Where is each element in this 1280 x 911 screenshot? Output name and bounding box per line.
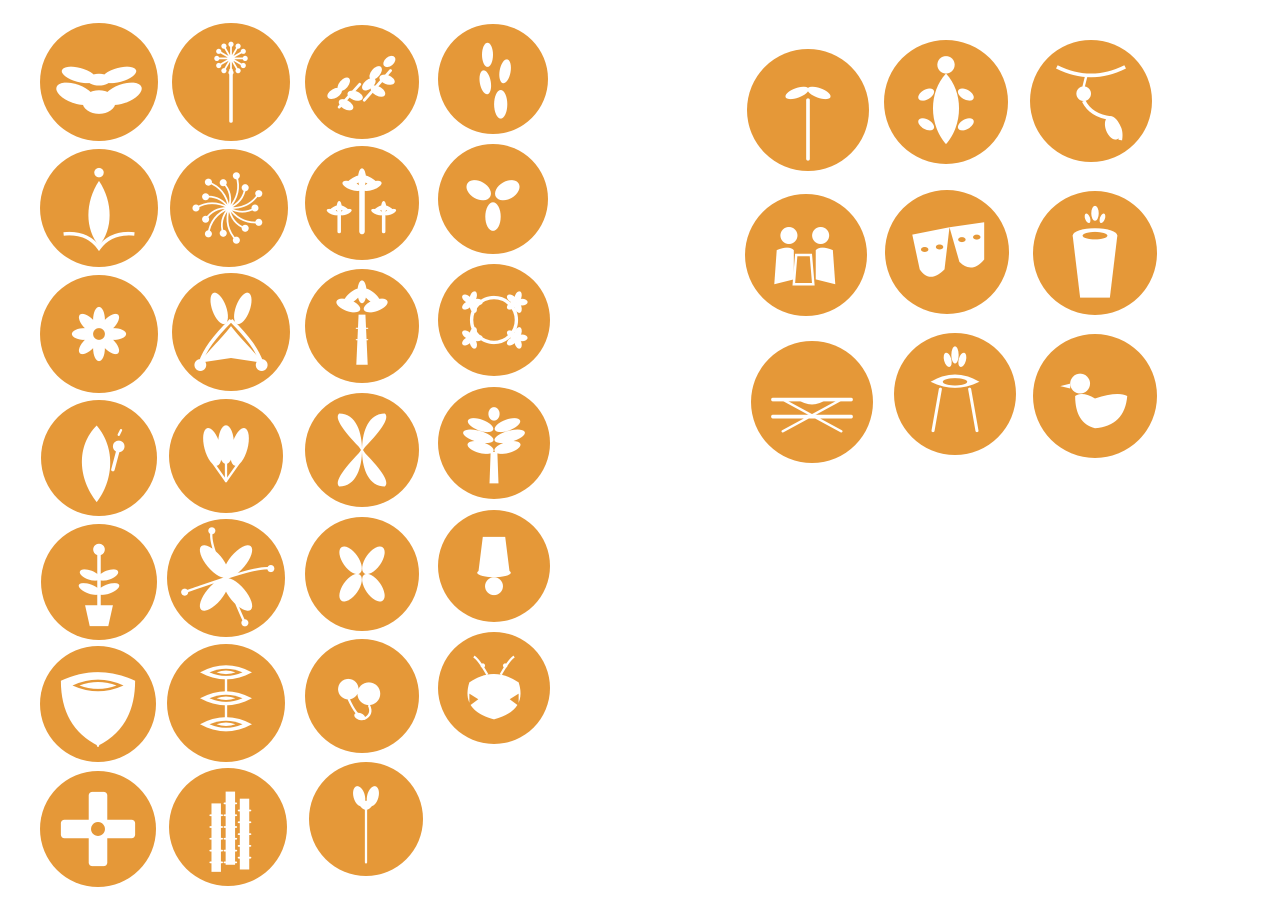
- stacked-eyes-icon: [167, 644, 285, 762]
- palm-trees-badge: [305, 146, 419, 260]
- flower-wreath-icon: [438, 264, 550, 376]
- leafy-plant-icon: [40, 23, 158, 141]
- three-petal-sprout-badge: [438, 144, 548, 254]
- seed-pods-badge: [438, 24, 548, 134]
- tulip-eye-icon: [40, 646, 156, 762]
- fern-tree-badge: [438, 387, 550, 499]
- drink-cup-icon: [1033, 191, 1157, 315]
- bell-badge: [438, 510, 550, 622]
- theatre-masks-icon: [885, 190, 1009, 314]
- bell-icon: [438, 510, 550, 622]
- picnic-table-badge: [751, 341, 873, 463]
- people-reading-badge: [745, 194, 867, 316]
- bloom-icon: [172, 273, 290, 391]
- exotic-flower-icon: [167, 519, 285, 637]
- flower-stem-badge: [309, 762, 423, 876]
- dandelion-burst-badge: [170, 149, 288, 267]
- beetle-badge: [438, 632, 550, 744]
- palm-tree-badge: [305, 269, 419, 383]
- seedling-icon: [747, 49, 869, 171]
- bamboo-badge: [169, 768, 287, 886]
- butterfly-flower-icon: [305, 393, 419, 507]
- duck-icon: [1033, 334, 1157, 458]
- potted-plant-icon: [41, 524, 157, 640]
- star-flower-icon: [40, 275, 158, 393]
- tulip-eye-badge: [40, 646, 156, 762]
- bloom-badge: [172, 273, 290, 391]
- berries-badge: [305, 639, 419, 753]
- branches-badge: [305, 25, 419, 139]
- cross-flower-icon: [40, 771, 156, 887]
- flower-wreath-badge: [438, 264, 550, 376]
- seedling-badge: [747, 49, 869, 171]
- seed-pods-icon: [438, 24, 548, 134]
- duck-badge: [1033, 334, 1157, 458]
- star-flower-badge: [40, 275, 158, 393]
- bamboo-icon: [169, 768, 287, 886]
- stacked-eyes-badge: [167, 644, 285, 762]
- cactus-badge: [41, 400, 157, 516]
- three-petal-sprout-icon: [438, 144, 548, 254]
- cactus-icon: [41, 400, 157, 516]
- people-reading-icon: [745, 194, 867, 316]
- drink-cup-badge: [1033, 191, 1157, 315]
- leafy-plant-badge: [40, 23, 158, 141]
- bud-badge: [40, 149, 158, 267]
- monkey-badge: [1030, 40, 1152, 162]
- cross-flower-badge: [40, 771, 156, 887]
- flower-stem-icon: [309, 762, 423, 876]
- palm-tree-icon: [305, 269, 419, 383]
- bud-icon: [40, 149, 158, 267]
- branches-icon: [305, 25, 419, 139]
- dandelion-burst-icon: [170, 149, 288, 267]
- dandelion-badge: [172, 23, 290, 141]
- butterfly-flower-badge: [305, 393, 419, 507]
- leaf-fan-icon: [169, 399, 283, 513]
- turtle-icon: [884, 40, 1008, 164]
- campfire-grill-badge: [894, 333, 1016, 455]
- turtle-badge: [884, 40, 1008, 164]
- small-flower-badge: [305, 517, 419, 631]
- picnic-table-icon: [751, 341, 873, 463]
- berries-icon: [305, 639, 419, 753]
- beetle-icon: [438, 632, 550, 744]
- exotic-flower-badge: [167, 519, 285, 637]
- leaf-fan-badge: [169, 399, 283, 513]
- campfire-grill-icon: [894, 333, 1016, 455]
- small-flower-icon: [305, 517, 419, 631]
- theatre-masks-badge: [885, 190, 1009, 314]
- monkey-icon: [1030, 40, 1152, 162]
- fern-tree-icon: [438, 387, 550, 499]
- potted-plant-badge: [41, 524, 157, 640]
- palm-trees-icon: [305, 146, 419, 260]
- dandelion-icon: [172, 23, 290, 141]
